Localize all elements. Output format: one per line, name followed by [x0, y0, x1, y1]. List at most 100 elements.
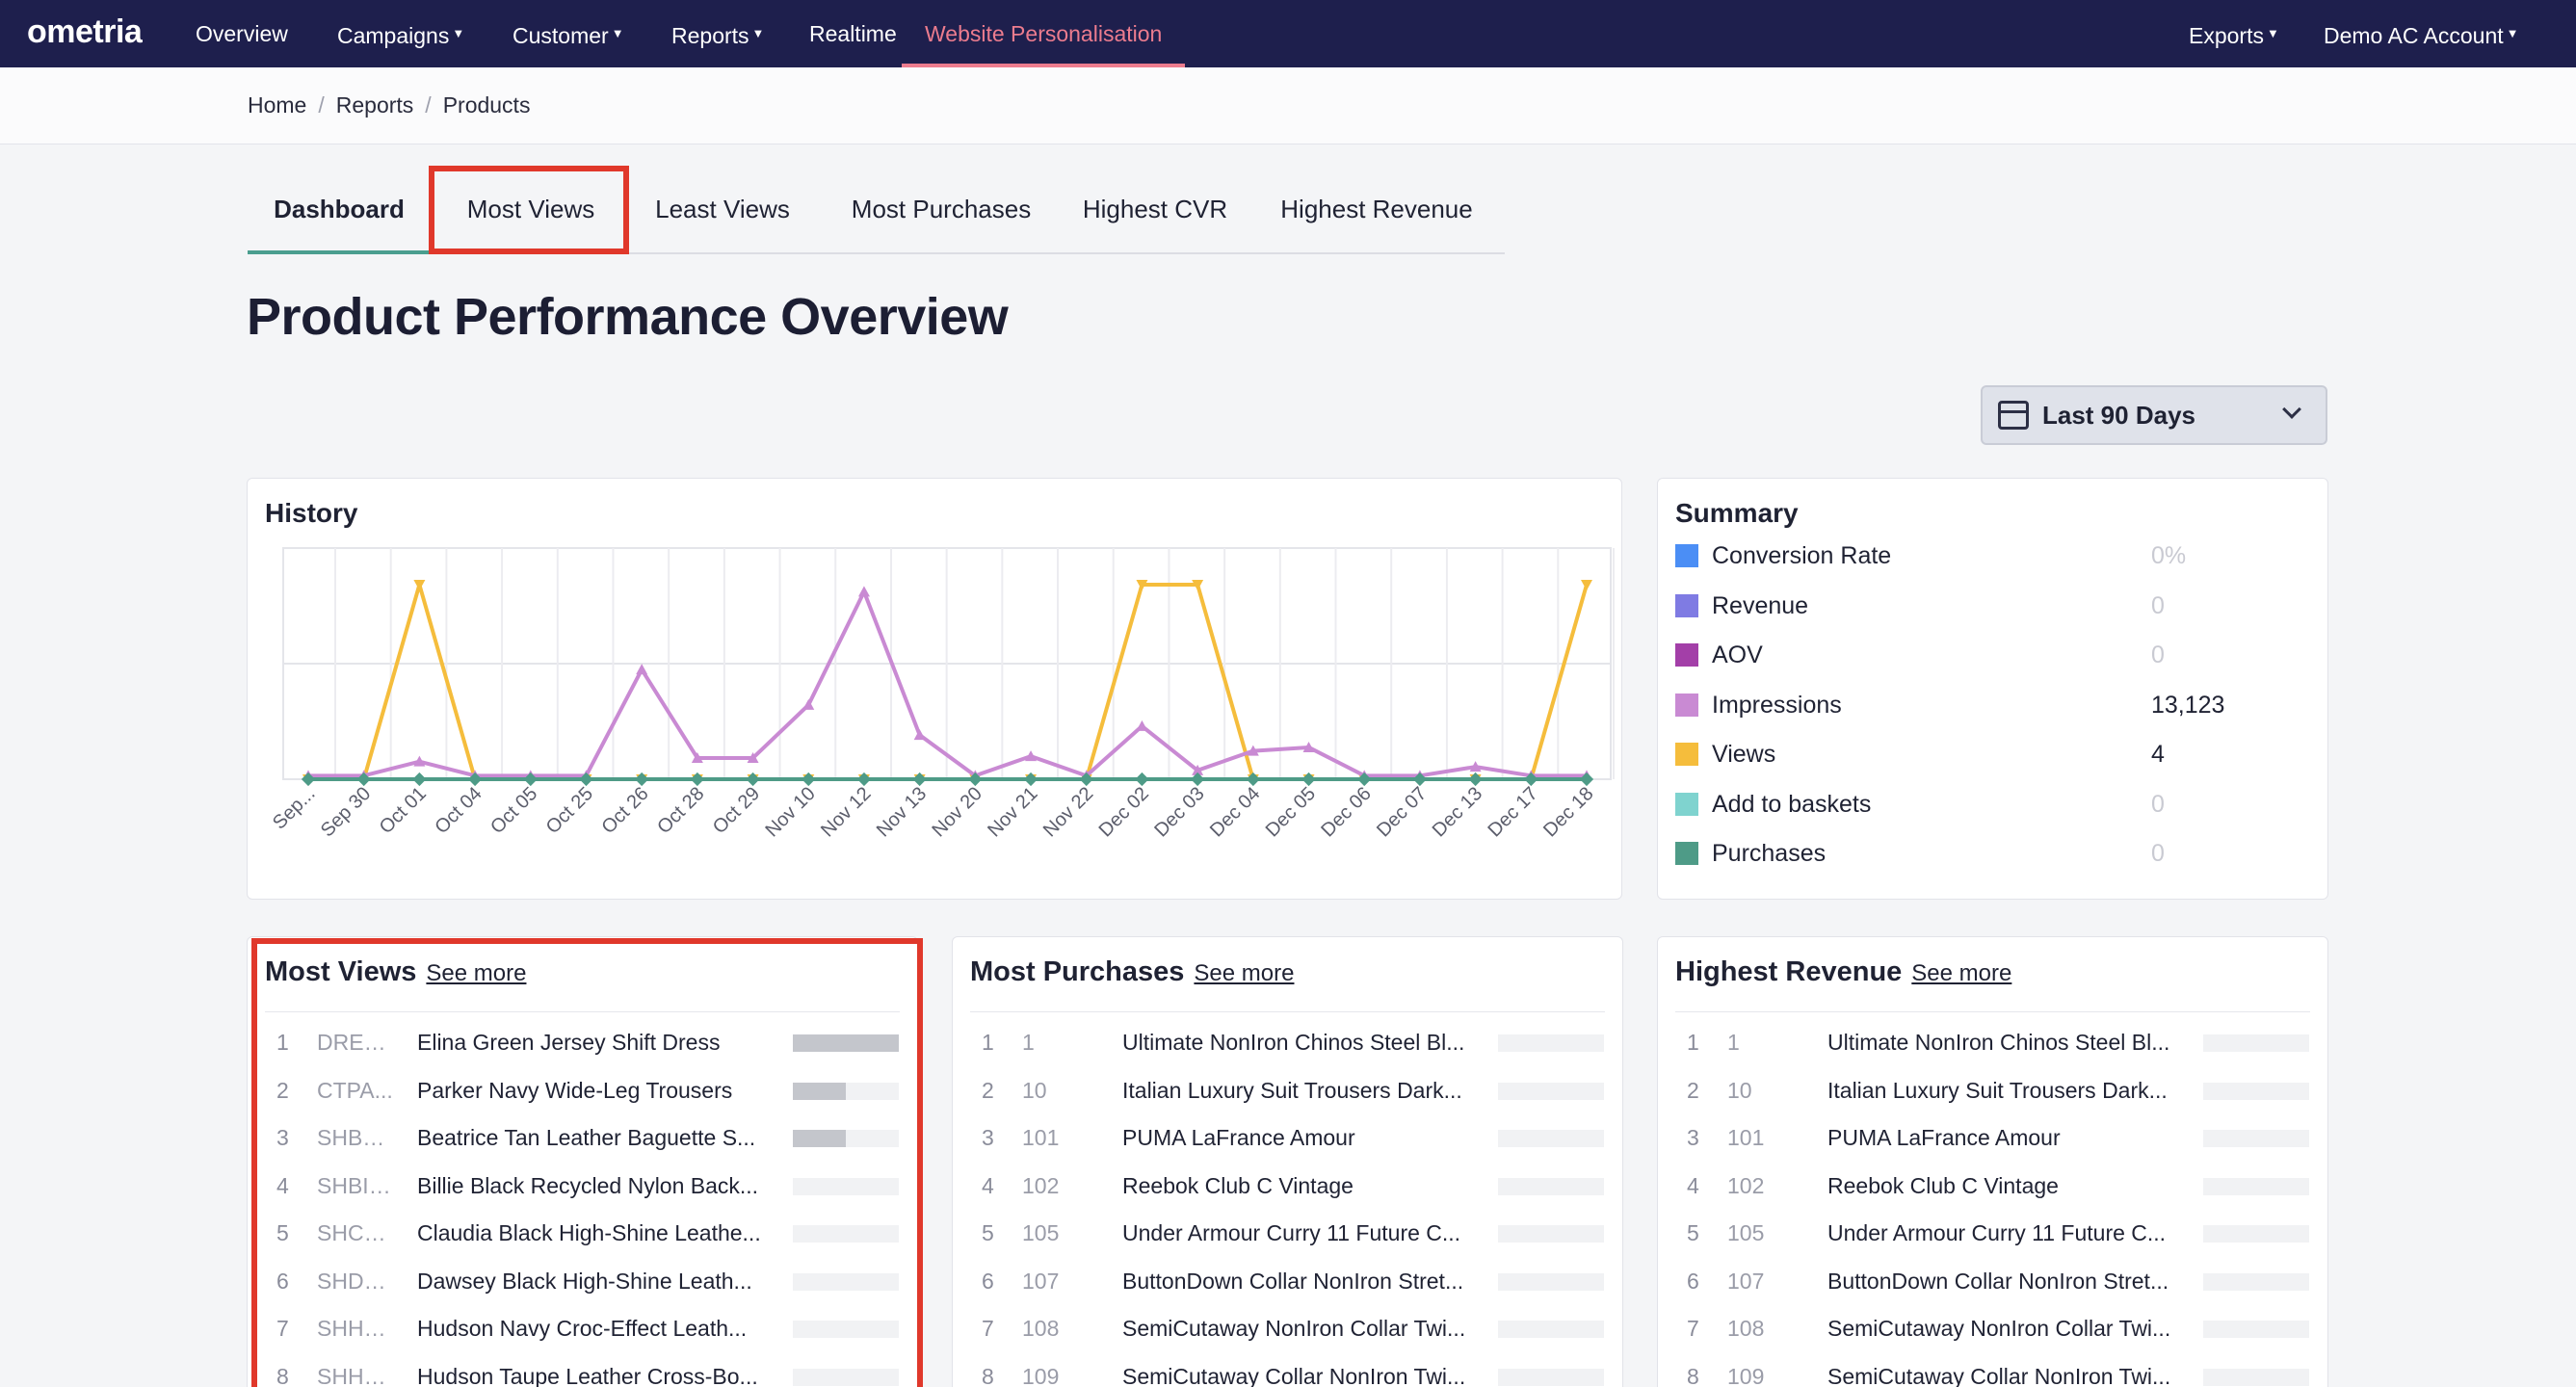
list-item[interactable]: 6 107 ButtonDown Collar NonIron Stret...	[1675, 1263, 2310, 1301]
summary-label: Purchases	[1712, 840, 1827, 867]
nav-realtime[interactable]: Realtime	[809, 0, 897, 67]
data-point	[1469, 761, 1482, 772]
summary-value: 13,123	[2151, 691, 2225, 719]
card-title-text: Most Purchases	[970, 956, 1185, 987]
value-bar	[2203, 1130, 2309, 1147]
list-rank: 6	[982, 1268, 994, 1294]
data-point	[301, 772, 316, 787]
see-more-link[interactable]: See more	[1911, 960, 2012, 986]
list-item[interactable]: 4 SHBIL... Billie Black Recycled Nylon Bac…	[265, 1167, 900, 1206]
value-bar	[2203, 1321, 2309, 1338]
list-item[interactable]: 2 CTPA... Parker Navy Wide-Leg Trousers	[265, 1072, 900, 1111]
breadcrumb-reports[interactable]: Reports	[335, 92, 414, 118]
product-sku: 105	[1022, 1220, 1060, 1245]
list-item[interactable]: 3 SHBE... Beatrice Tan Leather Baguette S.…	[265, 1119, 900, 1158]
date-range-select[interactable]: Last 90 Days	[1981, 385, 2327, 445]
data-point	[802, 772, 816, 787]
legend-swatch	[1675, 593, 1698, 617]
list-item[interactable]: 8 109 SemiCutaway Collar NonIron Twi...	[970, 1358, 1605, 1387]
list-rank: 2	[276, 1077, 289, 1103]
nav-account[interactable]: Demo AC Account ▼	[2324, 0, 2519, 67]
breadcrumb-separator: /	[425, 92, 432, 118]
list-item[interactable]: 5 SHCL... Claudia Black High-Shine Leathe.…	[265, 1215, 900, 1253]
product-name: Ultimate NonIron Chinos Steel Bl...	[1827, 1030, 2170, 1055]
list-item[interactable]: 5 105 Under Armour Curry 11 Future C...	[970, 1215, 1605, 1253]
value-bar	[793, 1225, 899, 1243]
summary-value: 0	[2151, 591, 2165, 619]
chevron-down-icon	[2282, 400, 2301, 419]
list-rank: 8	[982, 1363, 994, 1387]
data-point	[412, 772, 427, 787]
list-item[interactable]: 7 108 SemiCutaway NonIron Collar Twi...	[1675, 1310, 2310, 1348]
tab-highest-revenue[interactable]: Highest Revenue	[1280, 195, 1473, 223]
list-rank: 8	[276, 1363, 289, 1387]
nav-customer[interactable]: Customer ▼	[513, 0, 624, 67]
data-point	[691, 751, 703, 763]
see-more-link[interactable]: See more	[426, 960, 527, 986]
list-item[interactable]: 3 101 PUMA LaFrance Amour	[1675, 1119, 2310, 1158]
see-more-link[interactable]: See more	[1194, 960, 1295, 986]
tab-highest-cvr[interactable]: Highest CVR	[1082, 195, 1228, 223]
breadcrumb-home[interactable]: Home	[248, 92, 307, 118]
list-item[interactable]: 1 1 Ultimate NonIron Chinos Steel Bl...	[1675, 1024, 2310, 1062]
highest-revenue-card: Highest Revenue See more 1 1 Ultimate NonIr…	[1657, 936, 2328, 1387]
product-sku: 101	[1022, 1125, 1060, 1150]
list-item[interactable]: 4 102 Reebok Club C Vintage	[1675, 1167, 2310, 1206]
tab-least-views[interactable]: Least Views	[655, 195, 790, 223]
summary-label: Conversion Rate	[1712, 542, 1892, 569]
nav-label: Overview	[196, 21, 288, 46]
product-sku: CTPA...	[317, 1077, 393, 1103]
data-point	[802, 698, 815, 710]
tab-most-purchases[interactable]: Most Purchases	[851, 195, 1032, 223]
product-name: Beatrice Tan Leather Baguette S...	[417, 1125, 756, 1150]
x-tick-label: Dec 13	[1429, 783, 1486, 841]
list-item[interactable]: 8 SHHU... Hudson Taupe Leather Cross-Bo...	[265, 1358, 900, 1387]
data-point	[1524, 772, 1538, 787]
nav-website-personalisation[interactable]: Website Personalisation	[902, 0, 1186, 67]
product-name: Claudia Black High-Shine Leathe...	[417, 1220, 761, 1245]
tab-dashboard[interactable]: Dashboard	[248, 164, 431, 254]
nav-exports[interactable]: Exports ▼	[2189, 0, 2279, 67]
nav-campaigns[interactable]: Campaigns ▼	[337, 0, 464, 67]
list-item[interactable]: 8 109 SemiCutaway Collar NonIron Twi...	[1675, 1358, 2310, 1387]
summary-value: 4	[2151, 741, 2165, 768]
list-rank: 7	[276, 1316, 289, 1341]
product-sku: 105	[1727, 1220, 1765, 1245]
list-item[interactable]: 4 102 Reebok Club C Vintage	[970, 1167, 1605, 1206]
list-item[interactable]: 1 DRELI... Elina Green Jersey Shift Dress	[265, 1024, 900, 1062]
list-item[interactable]: 7 SHHU... Hudson Navy Croc-Effect Leath...	[265, 1310, 900, 1348]
nav-reports[interactable]: Reports ▼	[671, 0, 764, 67]
list-item[interactable]: 6 107 ButtonDown Collar NonIron Stret...	[970, 1263, 1605, 1301]
list-item[interactable]: 2 10 Italian Luxury Suit Trousers Dark...	[970, 1072, 1605, 1111]
value-bar	[1498, 1130, 1604, 1147]
most-purchases-card: Most Purchases See more 1 1 Ultimate NonIro…	[952, 936, 1623, 1387]
data-point	[1246, 772, 1260, 787]
list-rank: 5	[982, 1220, 994, 1245]
data-point	[1579, 772, 1594, 787]
ometria-logo[interactable]: ometria	[27, 13, 143, 50]
value-bar	[1498, 1321, 1604, 1338]
nav-overview[interactable]: Overview	[196, 0, 288, 67]
list-item[interactable]: 6 SHDA... Dawsey Black High-Shine Leath...	[265, 1263, 900, 1301]
page-title: Product Performance Overview	[247, 288, 1009, 346]
list-rank: 3	[276, 1125, 289, 1150]
list-item[interactable]: 1 1 Ultimate NonIron Chinos Steel Bl...	[970, 1024, 1605, 1062]
list-rank: 4	[276, 1172, 289, 1198]
summary-title: Summary	[1675, 498, 1799, 528]
product-sku: 109	[1022, 1363, 1060, 1387]
x-tick-label: Oct 29	[709, 783, 764, 838]
product-sku: SHBIL...	[317, 1172, 394, 1198]
list-rank: 5	[276, 1220, 289, 1245]
list-item[interactable]: 7 108 SemiCutaway NonIron Collar Twi...	[970, 1310, 1605, 1348]
breadcrumb-bar: Home / Reports / Products	[0, 67, 2576, 144]
date-range-label: Last 90 Days	[2042, 400, 2195, 430]
list-item[interactable]: 2 10 Italian Luxury Suit Trousers Dark...	[1675, 1072, 2310, 1111]
summary-label: AOV	[1712, 641, 1763, 668]
tab-most-views[interactable]: Most Views	[466, 195, 595, 223]
summary-row: Revenue	[1675, 592, 1808, 621]
product-sku: 108	[1022, 1316, 1060, 1341]
x-tick-label: Nov 21	[984, 783, 1041, 841]
data-point	[356, 772, 371, 787]
list-item[interactable]: 3 101 PUMA LaFrance Amour	[970, 1119, 1605, 1158]
list-item[interactable]: 5 105 Under Armour Curry 11 Future C...	[1675, 1215, 2310, 1253]
